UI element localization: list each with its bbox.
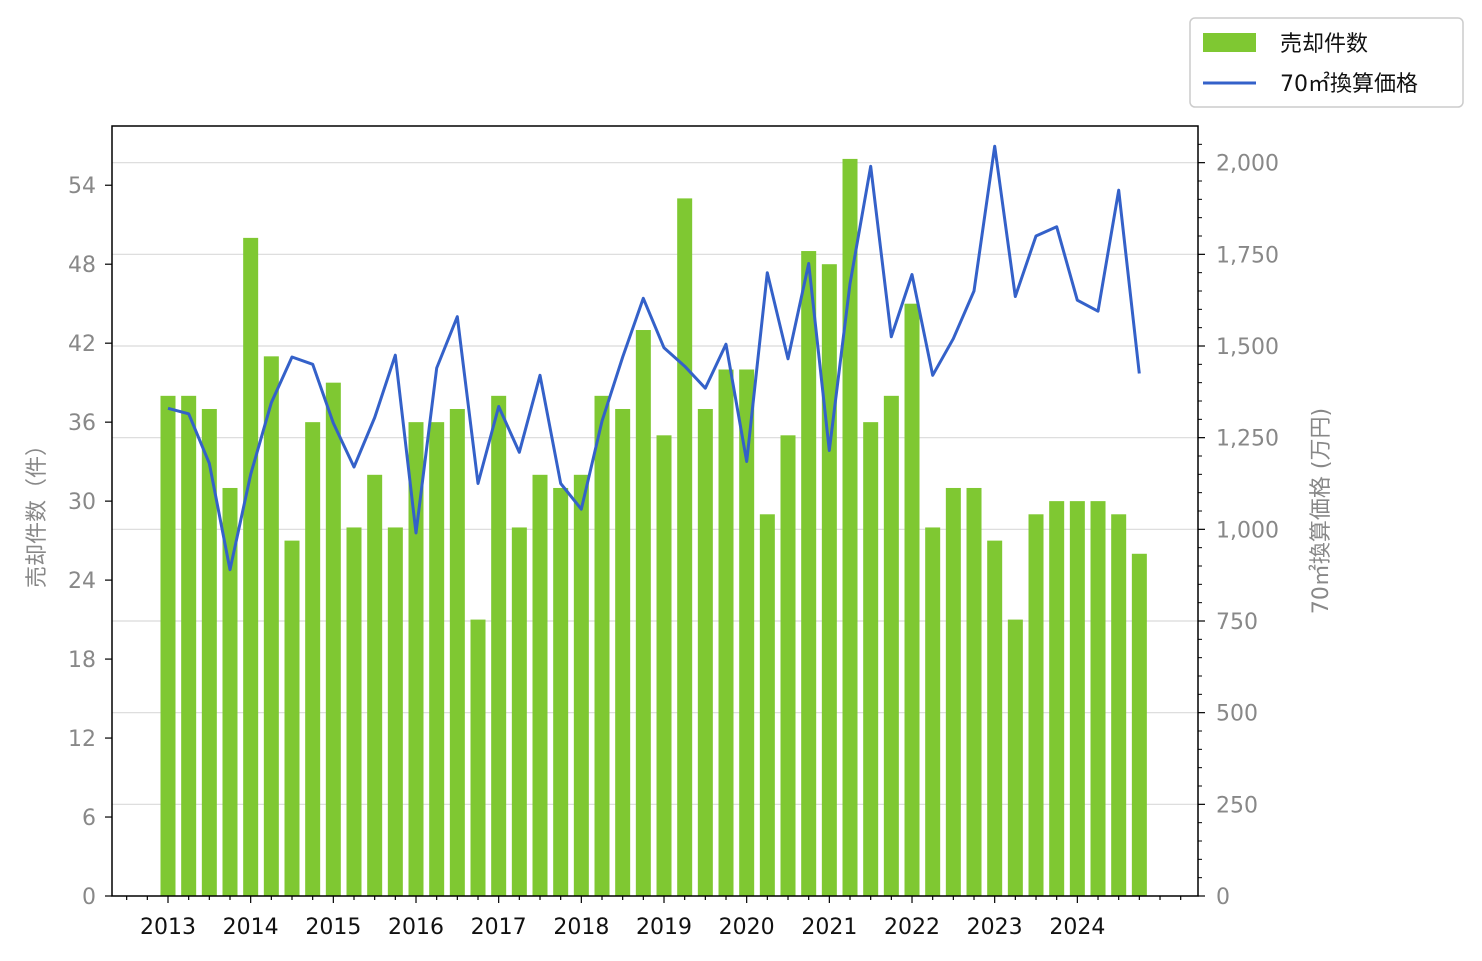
bar [801, 251, 817, 897]
bar [718, 369, 734, 896]
bar [408, 422, 424, 896]
bar [987, 540, 1003, 896]
legend: 売却件数 70㎡換算価格 [1189, 17, 1464, 108]
left-tick-label: 48 [68, 253, 96, 278]
bar [387, 527, 403, 896]
left-axis-title: 売却件数（件） [25, 434, 50, 588]
bar [532, 474, 548, 896]
legend-frame [1189, 17, 1464, 108]
bar [553, 487, 569, 896]
bar [842, 158, 858, 896]
bar [863, 422, 879, 896]
legend-bar-swatch [1203, 33, 1256, 52]
right-tick-label: 500 [1216, 702, 1258, 727]
x-tick-label: 2013 [140, 915, 196, 940]
left-tick-label: 6 [82, 806, 96, 831]
x-tick-label: 2022 [884, 915, 940, 940]
bar [697, 408, 713, 896]
right-tick-label: 1,000 [1216, 518, 1279, 543]
right-tick-label: 750 [1216, 610, 1258, 635]
left-tick-label: 0 [82, 885, 96, 910]
bar [904, 303, 920, 896]
left-axis-ticks: 0 6 12 18 24 30 36 42 48 54 [68, 174, 112, 910]
x-tick-label: 2020 [719, 915, 775, 940]
price-line [167, 144, 1141, 572]
right-tick-label: 1,250 [1216, 427, 1279, 452]
left-tick-label: 54 [68, 174, 96, 199]
bar [594, 395, 610, 896]
left-tick-label: 24 [68, 569, 96, 594]
bar [284, 540, 300, 896]
x-tick-label: 2019 [636, 915, 692, 940]
left-tick-label: 18 [68, 648, 96, 673]
bar [821, 264, 837, 896]
x-tick-label: 2017 [471, 915, 527, 940]
bar [883, 395, 899, 896]
bar [925, 527, 941, 896]
bar [1069, 501, 1085, 896]
bar [1028, 514, 1044, 896]
bar [491, 395, 507, 896]
bar [160, 395, 176, 896]
bar [367, 474, 383, 896]
bar [780, 435, 796, 896]
line-series [167, 144, 1141, 572]
bar [945, 487, 961, 896]
bar [1049, 501, 1065, 896]
right-tick-label: 250 [1216, 793, 1258, 818]
bar-series [160, 158, 1147, 897]
bar [1090, 501, 1106, 896]
bar [222, 487, 238, 896]
right-tick-label: 1,500 [1216, 335, 1279, 360]
bar [201, 408, 217, 896]
bar [615, 408, 631, 896]
bar [325, 382, 341, 897]
bar [573, 474, 589, 896]
bar [677, 198, 693, 896]
x-tick-label: 2015 [305, 915, 361, 940]
right-tick-label: 1,750 [1216, 243, 1279, 268]
x-tick-label: 2018 [553, 915, 609, 940]
bar [635, 330, 651, 896]
right-tick-label: 2,000 [1216, 152, 1279, 177]
legend-label-bar: 売却件数 [1280, 32, 1368, 57]
bar [1007, 619, 1023, 896]
bar [449, 408, 465, 896]
bar [656, 435, 672, 896]
bar [429, 422, 445, 896]
x-tick-label: 2016 [388, 915, 444, 940]
bar [305, 422, 321, 896]
legend-label-line: 70㎡換算価格 [1280, 71, 1418, 97]
x-tick-label: 2014 [223, 915, 279, 940]
bar [470, 619, 486, 896]
x-axis-ticks: 2013 2014 2015 2016 2017 2018 2019 2020 2021 2022… [126, 896, 1182, 940]
right-axis-title: 70㎡換算価格 (万円) [1308, 408, 1334, 614]
bar [243, 237, 259, 896]
right-axis-ticks: 0 250 500 750 1,000 1,250 1,500 1,750 2,000 [1198, 143, 1279, 910]
left-tick-label: 36 [68, 411, 96, 436]
right-tick-label: 0 [1216, 885, 1230, 910]
left-tick-label: 42 [68, 332, 96, 357]
bar [966, 487, 982, 896]
bar [346, 527, 362, 896]
bar [1131, 553, 1147, 896]
left-tick-label: 12 [68, 727, 96, 752]
bar [759, 514, 775, 896]
x-tick-label: 2021 [801, 915, 857, 940]
left-tick-label: 30 [68, 490, 96, 515]
x-tick-label: 2023 [967, 915, 1023, 940]
bar [181, 395, 197, 896]
x-tick-label: 2024 [1049, 915, 1105, 940]
bar [511, 527, 527, 896]
bar [739, 369, 755, 896]
bar [263, 356, 279, 896]
bar [1111, 514, 1127, 896]
